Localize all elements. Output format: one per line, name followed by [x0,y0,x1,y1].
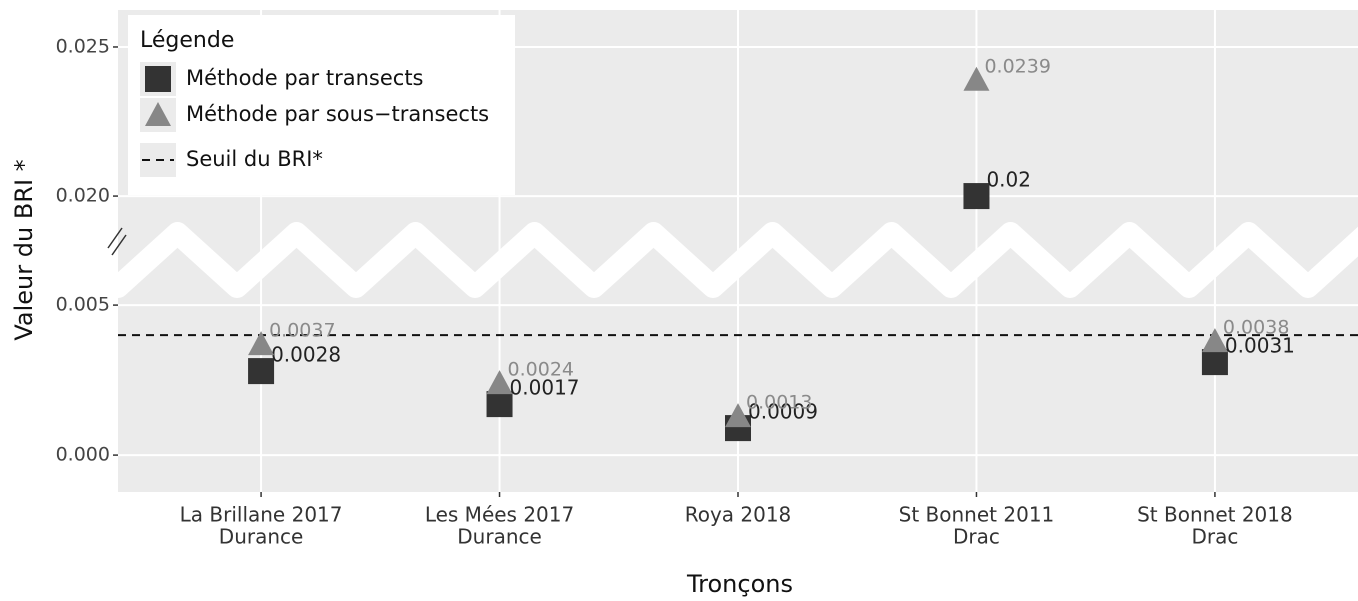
triangle-marker [963,66,990,91]
legend-label: Seuil du BRI* [186,147,323,171]
square-marker [145,66,171,92]
square-marker [1201,349,1228,376]
data-label: 0.0031 [1225,334,1295,358]
y-tick-label: 0.025 [56,35,110,57]
square-marker [486,391,513,418]
x-tick-label: Roya 2018 [685,503,792,527]
x-tick-label: St Bonnet 2011 [899,503,1055,527]
y-tick-label: 0.005 [56,294,110,316]
data-label: 0.0037 [269,320,335,342]
axis-break [51,222,1358,298]
data-label: 0.0013 [746,392,812,414]
data-label: 0.02 [986,168,1031,192]
y-axis-title: Valeur du BRI * [10,159,38,340]
triangle-marker [145,102,171,126]
square-marker [248,358,275,385]
y-tick-label: 0.020 [56,185,110,207]
x-tick-label: Durance [457,525,542,549]
break-symbol [107,227,123,249]
square-marker [963,183,990,210]
legend-label: Méthode par sous−transects [186,102,489,126]
data-label: 0.0028 [271,343,341,367]
data-label: 0.0239 [984,55,1050,77]
triangle-marker [248,331,275,356]
x-tick-label: Drac [1191,525,1238,549]
data-label: 0.0017 [510,376,580,400]
legend-label: Méthode par transects [186,66,424,90]
x-tick-label: Les Mées 2017 [425,503,574,527]
legend-box [128,15,515,195]
triangle-marker [486,370,513,395]
data-label: 0.0024 [508,359,574,381]
data-label: 0.0009 [748,400,818,424]
triangle-marker [725,403,751,428]
break-symbol [111,234,127,256]
triangle-marker [1201,328,1228,353]
x-tick-label: La Brillane 2017 [180,503,343,527]
x-tick-label: St Bonnet 2018 [1137,503,1293,527]
data-label: 0.0038 [1223,317,1289,339]
y-tick-label: 0.000 [56,444,110,466]
legend-title: Légende [140,28,234,53]
x-axis-title: Tronçons [686,570,793,598]
legend: Légende Méthode par transects Méthode par… [128,15,515,195]
x-tick-label: Durance [219,525,304,549]
x-tick-label: Drac [953,525,1000,549]
